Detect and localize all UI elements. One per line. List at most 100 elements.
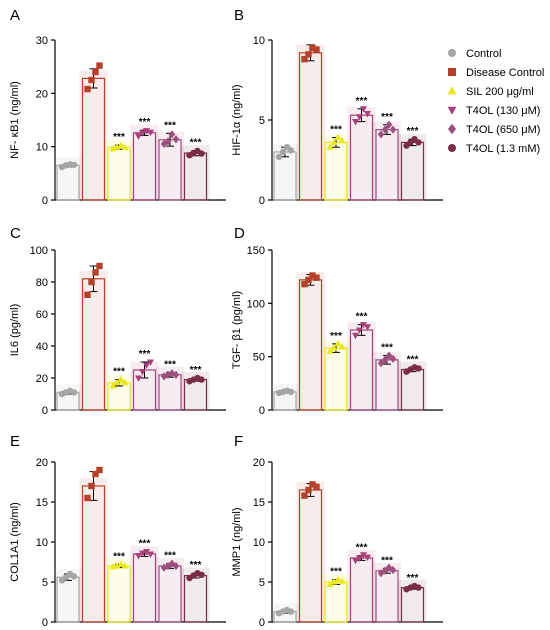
bar-group: *** bbox=[373, 343, 401, 411]
legend-item: T4OL (1.3 mM) bbox=[448, 143, 540, 155]
data-point bbox=[330, 344, 338, 351]
y-tick-label: 100 bbox=[30, 245, 48, 257]
data-point bbox=[88, 76, 95, 84]
legend-marker bbox=[447, 86, 457, 95]
data-point bbox=[326, 580, 334, 587]
bar-shadow bbox=[79, 270, 108, 410]
panel-letter: A bbox=[10, 7, 20, 24]
data-point bbox=[330, 578, 338, 585]
data-point bbox=[121, 143, 129, 151]
bar-group bbox=[271, 383, 299, 411]
bar-shadow bbox=[296, 482, 325, 622]
bar-group: *** bbox=[105, 551, 133, 623]
data-point bbox=[334, 340, 342, 347]
chart-panels: A 0 10 20 30 NF- κB1 (ng/ml) *** *** *** *** B 0 5 10… bbox=[9, 7, 443, 629]
significance-label: *** bbox=[330, 567, 342, 578]
bar-group: *** bbox=[130, 117, 159, 201]
significance-label: *** bbox=[190, 137, 202, 148]
significance-label: *** bbox=[113, 367, 125, 378]
data-point bbox=[313, 274, 320, 281]
bar-group bbox=[54, 384, 82, 411]
data-point bbox=[377, 130, 385, 139]
data-point bbox=[415, 365, 422, 372]
data-point bbox=[363, 324, 372, 331]
data-point bbox=[385, 120, 393, 129]
y-tick-label: 0 bbox=[42, 405, 48, 417]
legend-marker bbox=[448, 49, 456, 57]
data-point bbox=[355, 327, 364, 334]
y-tick-label: 20 bbox=[36, 457, 48, 469]
bar-group: *** bbox=[105, 367, 133, 411]
bar-group: *** bbox=[322, 567, 350, 623]
significance-label: *** bbox=[381, 343, 393, 354]
legend-label: T4OL (1.3 mM) bbox=[466, 143, 540, 155]
data-point bbox=[326, 143, 334, 150]
bar-group bbox=[54, 157, 82, 201]
data-point bbox=[351, 557, 360, 565]
legend-item: SIL 200 μg/ml bbox=[447, 86, 534, 98]
chart-panel-d: D 0 50 100 150 TGF- β1 (pg/ml) *** *** *** *** bbox=[231, 225, 443, 417]
data-point bbox=[134, 375, 143, 382]
chart-panel-a: A 0 10 20 30 NF- κB1 (ng/ml) *** *** *** *** bbox=[9, 7, 226, 207]
bar-group: *** bbox=[130, 349, 159, 411]
data-point bbox=[287, 388, 295, 396]
legend-label: T4OL (650 μM) bbox=[466, 124, 540, 136]
data-point bbox=[334, 133, 342, 141]
data-point bbox=[359, 322, 368, 329]
legend-marker bbox=[448, 68, 456, 76]
significance-label: *** bbox=[139, 349, 151, 360]
data-point bbox=[84, 494, 91, 502]
bar-group bbox=[271, 603, 299, 623]
bar-shadow bbox=[347, 550, 376, 622]
bar-group: *** bbox=[347, 96, 376, 201]
bar-shadow bbox=[347, 107, 376, 200]
data-point bbox=[363, 111, 372, 118]
chart-panel-e: E 0 5 10 15 20 COL1A1 (ng/ml) *** *** *** *** bbox=[9, 433, 226, 629]
bar-shadow bbox=[296, 271, 325, 410]
bar-group: *** bbox=[322, 331, 350, 411]
y-tick-label: 20 bbox=[36, 88, 48, 100]
data-point bbox=[326, 347, 334, 354]
panel-letter: C bbox=[10, 225, 21, 242]
data-point bbox=[355, 114, 364, 121]
bar-group: *** bbox=[347, 543, 376, 623]
data-point bbox=[275, 153, 283, 160]
legend-item: T4OL (130 μM) bbox=[447, 105, 540, 117]
data-point bbox=[109, 144, 117, 152]
bar-group: *** bbox=[398, 354, 427, 411]
data-point bbox=[198, 571, 205, 578]
data-point bbox=[355, 555, 364, 562]
chart-panel-f: F 0 5 10 15 20 MMP1 (ng/ml) *** *** *** *** bbox=[231, 433, 443, 629]
y-tick-label: 20 bbox=[36, 373, 48, 385]
data-point bbox=[338, 577, 346, 584]
data-point bbox=[313, 46, 320, 53]
significance-label: *** bbox=[356, 96, 368, 107]
data-point bbox=[117, 375, 125, 383]
significance-label: *** bbox=[164, 359, 176, 370]
significance-label: *** bbox=[356, 312, 368, 323]
legend-marker bbox=[448, 144, 456, 152]
y-tick-label: 80 bbox=[36, 277, 48, 289]
bar-shadow bbox=[271, 383, 299, 410]
y-tick-label: 100 bbox=[247, 298, 265, 310]
data-point bbox=[96, 62, 103, 69]
legend-label: Control bbox=[466, 48, 501, 60]
y-tick-label: 0 bbox=[259, 405, 265, 417]
significance-label: *** bbox=[190, 365, 202, 376]
significance-label: *** bbox=[139, 539, 151, 550]
data-point bbox=[113, 378, 121, 386]
bar-group bbox=[79, 466, 108, 623]
panel-letter: F bbox=[234, 433, 243, 450]
data-point bbox=[168, 369, 176, 378]
data-point bbox=[389, 125, 397, 134]
data-point bbox=[88, 482, 95, 490]
bar-group: *** bbox=[373, 555, 401, 623]
bar-group: *** bbox=[373, 112, 401, 201]
y-tick-label: 10 bbox=[36, 142, 48, 154]
y-axis-title: HIF-1α (ng/ml) bbox=[231, 84, 243, 155]
data-point bbox=[142, 362, 151, 370]
data-point bbox=[168, 559, 176, 568]
data-point bbox=[146, 551, 155, 558]
data-point bbox=[138, 369, 147, 376]
bar-group: *** bbox=[156, 551, 184, 623]
